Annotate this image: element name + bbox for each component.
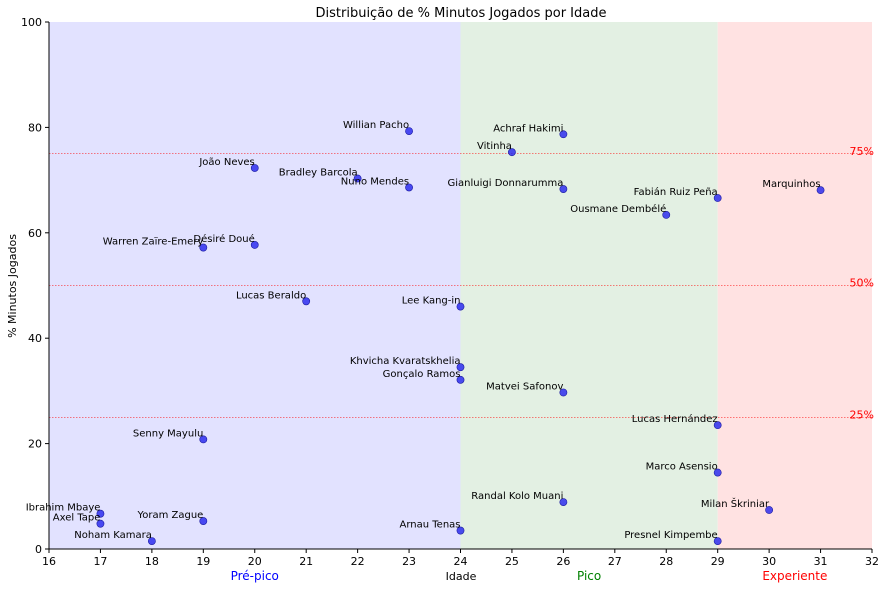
point-label: Axel Tape bbox=[53, 513, 101, 524]
y-axis-label: % Minutos Jogados bbox=[6, 234, 19, 338]
data-point bbox=[713, 468, 722, 477]
x-tick-label: 18 bbox=[145, 555, 159, 568]
data-point bbox=[559, 498, 568, 506]
data-point bbox=[199, 517, 208, 525]
y-tick-label: 100 bbox=[21, 16, 42, 29]
x-tick-label: 22 bbox=[351, 555, 365, 568]
y-tick-label: 40 bbox=[28, 332, 42, 345]
data-point bbox=[456, 375, 465, 384]
data-point bbox=[559, 130, 568, 139]
data-point bbox=[250, 164, 259, 172]
x-tick-label: 31 bbox=[814, 555, 828, 568]
data-point bbox=[302, 297, 311, 306]
data-point bbox=[713, 194, 722, 202]
point-label: Lucas Hernández bbox=[632, 413, 718, 425]
x-tick-label: 20 bbox=[248, 555, 262, 568]
data-point bbox=[147, 537, 156, 545]
x-tick-label: 19 bbox=[196, 555, 210, 568]
y-tick-label: 20 bbox=[28, 438, 42, 451]
data-point bbox=[662, 210, 671, 219]
point-label: Senny Mayulu bbox=[133, 428, 203, 439]
point-label: Noham Kamara bbox=[74, 530, 152, 541]
x-tick-label: 32 bbox=[865, 555, 879, 568]
axes: 16 17 18 19 20 21 22 23 24 25 26 27 28 29 30 31 32 0 20 40 6… bbox=[21, 16, 879, 568]
point-label: Marco Asensio bbox=[646, 462, 718, 473]
x-axis-label: Idade bbox=[446, 570, 477, 583]
zone-label: Pico bbox=[577, 569, 601, 583]
point-label: Matvei Safonov bbox=[486, 381, 563, 392]
data-point bbox=[765, 506, 774, 514]
data-point bbox=[456, 526, 465, 535]
data-point bbox=[199, 243, 208, 252]
point-label: Ousmane Dembélé bbox=[570, 203, 666, 215]
data-point bbox=[559, 185, 568, 193]
x-tick-label: 17 bbox=[93, 555, 107, 568]
percentile-reference-lines: 75% 50% 25% bbox=[49, 145, 874, 421]
data-point bbox=[199, 435, 208, 444]
x-tick-label: 28 bbox=[659, 555, 673, 568]
y-tick-label: 80 bbox=[28, 121, 42, 134]
data-point bbox=[250, 241, 259, 249]
data-point bbox=[559, 388, 568, 397]
point-label: Lee Kang-in bbox=[402, 296, 461, 307]
x-tick-label: 29 bbox=[711, 555, 725, 568]
point-label: Désiré Doué bbox=[193, 233, 254, 245]
point-label: Fabián Ruiz Peña bbox=[634, 186, 718, 198]
x-tick-label: 23 bbox=[402, 555, 416, 568]
point-label: Khvicha Kvaratskhelia bbox=[350, 356, 461, 367]
x-tick-label: 21 bbox=[299, 555, 313, 568]
x-tick-label: 24 bbox=[454, 555, 468, 568]
data-point bbox=[816, 186, 825, 195]
point-label: Ibrahim Mbaye bbox=[26, 503, 101, 514]
y-tick-label: 0 bbox=[35, 543, 42, 556]
point-label: Milan Škriniar bbox=[701, 497, 770, 510]
point-label: Arnau Tenas bbox=[400, 520, 461, 531]
y-tick-label: 60 bbox=[28, 227, 42, 240]
zone-label: Experiente bbox=[762, 569, 827, 583]
data-point bbox=[713, 421, 722, 430]
point-labels: Willian Pacho Achraf Hakimi Vitinha João Ne… bbox=[26, 120, 821, 541]
point-label: Gonçalo Ramos bbox=[383, 369, 461, 380]
reference-line-label: 75% bbox=[850, 145, 874, 158]
x-tick-label: 16 bbox=[42, 555, 56, 568]
point-label: Bradley Barcola bbox=[279, 168, 358, 179]
point-label: Warren Zaïre-Emery bbox=[103, 237, 204, 248]
point-label: Marquinhos bbox=[762, 179, 820, 190]
data-point bbox=[405, 183, 413, 192]
reference-line-label: 50% bbox=[850, 277, 874, 290]
data-point bbox=[456, 363, 465, 372]
data-point bbox=[353, 174, 362, 183]
zone-label: Pré-pico bbox=[231, 569, 279, 583]
reference-line-label: 25% bbox=[850, 408, 874, 421]
point-label: Nuno Mendes bbox=[341, 176, 409, 187]
point-label: João Neves bbox=[198, 157, 254, 168]
point-label: Vitinha bbox=[477, 141, 512, 152]
data-point bbox=[713, 537, 722, 545]
point-label: Willian Pacho bbox=[343, 120, 409, 131]
data-point bbox=[405, 127, 413, 135]
x-tick-label: 25 bbox=[505, 555, 519, 568]
point-label: Achraf Hakimi bbox=[493, 123, 563, 134]
x-tick-label: 26 bbox=[556, 555, 570, 568]
point-label: Randal Kolo Muani bbox=[471, 491, 563, 502]
data-point bbox=[96, 519, 105, 528]
point-label: Yoram Zague bbox=[136, 510, 203, 521]
data-points bbox=[96, 127, 825, 545]
point-label: Presnel Kimpembe bbox=[624, 530, 717, 541]
zone-band bbox=[49, 22, 461, 549]
point-label: Gianluigi Donnarumma bbox=[448, 178, 564, 189]
data-point bbox=[96, 509, 105, 518]
chart-title: Distribuição de % Minutos Jogados por Id… bbox=[316, 6, 607, 21]
x-tick-label: 30 bbox=[762, 555, 776, 568]
data-point bbox=[456, 302, 465, 311]
data-point bbox=[508, 148, 516, 157]
x-tick-label: 27 bbox=[608, 555, 622, 568]
point-label: Lucas Beraldo bbox=[236, 290, 306, 301]
